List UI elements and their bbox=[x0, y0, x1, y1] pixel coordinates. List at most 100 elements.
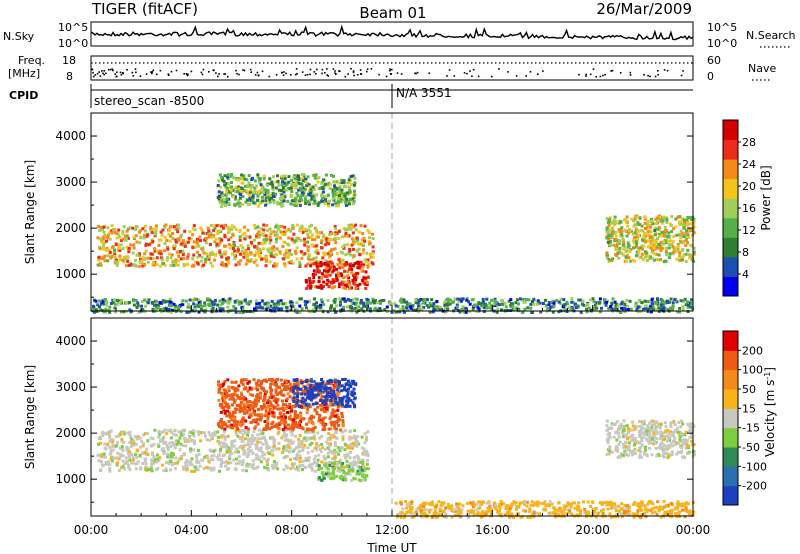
freq-dot bbox=[629, 74, 632, 76]
freq-dot bbox=[366, 70, 368, 73]
heatmap-cell bbox=[277, 447, 281, 451]
heatmap-cell bbox=[335, 465, 339, 469]
heatmap-cell bbox=[242, 428, 246, 432]
heatmap-cell bbox=[268, 177, 272, 181]
heatmap-cell bbox=[198, 254, 202, 257]
heatmap-cell bbox=[295, 378, 299, 382]
heatmap-cell bbox=[262, 399, 266, 403]
freq-dot bbox=[250, 71, 252, 73]
heatmap-cell bbox=[344, 201, 348, 205]
heatmap-cell bbox=[294, 382, 298, 386]
heatmap-cell bbox=[645, 251, 649, 255]
heatmap-cell bbox=[336, 408, 340, 412]
heatmap-cell bbox=[226, 378, 230, 382]
freq-dot bbox=[385, 75, 388, 78]
heatmap-cell bbox=[238, 228, 242, 232]
heatmap-cell bbox=[692, 225, 696, 229]
heatmap-cell bbox=[355, 249, 359, 253]
heatmap-cell bbox=[329, 415, 333, 419]
nsky-frame bbox=[90, 21, 694, 47]
heatmap-cell bbox=[209, 466, 213, 470]
heatmap-cell bbox=[268, 308, 272, 312]
heatmap-cell bbox=[248, 408, 252, 412]
heatmap-cell bbox=[284, 406, 288, 410]
heatmap-cell bbox=[617, 230, 621, 234]
heatmap-cell bbox=[181, 444, 185, 448]
heatmap-cell bbox=[106, 442, 110, 446]
heatmap-cell bbox=[343, 377, 347, 381]
heatmap-cell bbox=[313, 385, 317, 389]
heatmap-cell bbox=[290, 409, 294, 413]
freq-dot bbox=[389, 68, 391, 70]
heatmap-cell bbox=[355, 441, 359, 445]
heatmap-cell bbox=[373, 308, 377, 312]
heatmap-cell bbox=[230, 185, 233, 189]
heatmap-cell bbox=[337, 274, 341, 278]
heatmap-cell bbox=[298, 304, 302, 308]
heatmap-cell bbox=[206, 297, 210, 301]
heatmap-cell bbox=[132, 299, 136, 303]
heatmap-cell bbox=[272, 195, 276, 199]
heatmap-cell bbox=[307, 202, 311, 206]
heatmap-cell bbox=[673, 298, 677, 302]
colorbar-segment bbox=[723, 120, 738, 141]
heatmap-cell bbox=[407, 302, 411, 306]
heatmap-cell bbox=[258, 248, 262, 252]
heatmap-cell bbox=[164, 468, 168, 472]
heatmap-cell bbox=[191, 227, 195, 231]
heatmap-cell bbox=[312, 197, 316, 200]
heatmap-cell bbox=[292, 203, 296, 207]
heatmap-cell bbox=[658, 243, 662, 247]
heatmap-cell bbox=[354, 286, 358, 290]
freq-dot bbox=[415, 72, 417, 75]
heatmap-cell bbox=[292, 399, 296, 403]
heatmap-cell bbox=[282, 188, 285, 192]
heatmap-cell bbox=[121, 229, 125, 233]
heatmap-cell bbox=[656, 227, 660, 231]
heatmap-cell bbox=[358, 282, 362, 286]
heatmap-cell bbox=[133, 435, 137, 439]
freq-dot bbox=[256, 71, 259, 74]
heatmap-cell bbox=[459, 299, 463, 303]
heatmap-cell bbox=[445, 301, 449, 305]
heatmap-cell bbox=[252, 378, 256, 382]
heatmap-cell bbox=[234, 307, 238, 311]
freq-dot bbox=[242, 69, 244, 71]
heatmap-cell bbox=[346, 454, 350, 458]
heatmap-cell bbox=[347, 178, 351, 182]
heatmap-cell bbox=[283, 384, 287, 388]
heatmap-cell bbox=[274, 390, 278, 394]
heatmap-cell bbox=[217, 229, 221, 233]
heatmap-cell bbox=[671, 305, 675, 309]
heatmap-cell bbox=[337, 258, 341, 262]
heatmap-cell bbox=[350, 223, 353, 227]
heatmap-cell bbox=[369, 255, 373, 259]
heatmap-cell bbox=[283, 174, 287, 178]
heatmap-cell bbox=[315, 260, 318, 263]
heatmap-cell bbox=[577, 304, 580, 308]
heatmap-cell bbox=[308, 405, 312, 409]
heatmap-cell bbox=[613, 215, 617, 219]
heatmap-cell bbox=[313, 238, 317, 242]
heatmap-cell bbox=[649, 306, 653, 310]
heatmap-cell bbox=[104, 300, 108, 304]
heatmap-cell bbox=[321, 390, 325, 394]
heatmap-cell bbox=[276, 179, 280, 183]
heatmap-cell bbox=[290, 440, 294, 444]
heatmap-cell bbox=[136, 253, 140, 257]
heatmap-cell bbox=[323, 261, 327, 265]
heatmap-cell bbox=[296, 465, 299, 469]
freq-dot bbox=[578, 73, 580, 76]
heatmap-cell bbox=[622, 243, 626, 247]
heatmap-cell bbox=[196, 262, 200, 266]
heatmap-cell bbox=[308, 279, 312, 282]
heatmap-cell bbox=[272, 460, 276, 463]
heatmap-cell bbox=[107, 308, 111, 312]
heatmap-cell bbox=[322, 285, 325, 288]
heatmap-cell bbox=[177, 223, 180, 227]
heatmap-cell bbox=[271, 186, 275, 190]
heatmap-cell bbox=[163, 235, 167, 239]
heatmap-cell bbox=[223, 423, 227, 427]
heatmap-cell bbox=[257, 399, 260, 403]
heatmap-cell bbox=[251, 176, 255, 180]
